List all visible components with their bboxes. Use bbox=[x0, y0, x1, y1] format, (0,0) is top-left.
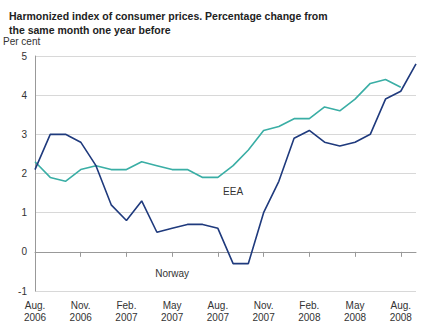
svg-text:May: May bbox=[163, 300, 182, 311]
svg-text:EEA: EEA bbox=[223, 186, 243, 197]
svg-text:May: May bbox=[346, 300, 365, 311]
svg-text:Nov.: Nov. bbox=[71, 300, 91, 311]
svg-text:Per cent: Per cent bbox=[3, 36, 40, 47]
svg-text:the same month one year before: the same month one year before bbox=[9, 24, 171, 36]
svg-text:Nov.: Nov. bbox=[254, 300, 274, 311]
svg-text:2007: 2007 bbox=[252, 312, 275, 323]
svg-text:1: 1 bbox=[21, 207, 27, 218]
svg-text:2008: 2008 bbox=[390, 312, 413, 323]
svg-text:Aug.: Aug. bbox=[208, 300, 229, 311]
svg-text:2007: 2007 bbox=[207, 312, 230, 323]
svg-text:2006: 2006 bbox=[70, 312, 93, 323]
svg-text:-1: -1 bbox=[18, 286, 27, 297]
svg-text:Norway: Norway bbox=[155, 268, 189, 279]
svg-text:Aug.: Aug. bbox=[390, 300, 411, 311]
svg-text:Harmonized index of consumer p: Harmonized index of consumer prices. Per… bbox=[9, 10, 328, 22]
svg-text:5: 5 bbox=[21, 51, 27, 62]
svg-text:2007: 2007 bbox=[115, 312, 138, 323]
svg-text:2007: 2007 bbox=[161, 312, 184, 323]
svg-text:Feb.: Feb. bbox=[116, 300, 136, 311]
svg-text:Aug.: Aug. bbox=[25, 300, 46, 311]
svg-text:2008: 2008 bbox=[298, 312, 321, 323]
svg-text:2008: 2008 bbox=[344, 312, 367, 323]
svg-text:Feb.: Feb. bbox=[299, 300, 319, 311]
svg-text:2: 2 bbox=[21, 168, 27, 179]
svg-text:2006: 2006 bbox=[24, 312, 47, 323]
svg-text:0: 0 bbox=[21, 246, 27, 257]
svg-text:4: 4 bbox=[21, 90, 27, 101]
svg-text:3: 3 bbox=[21, 129, 27, 140]
